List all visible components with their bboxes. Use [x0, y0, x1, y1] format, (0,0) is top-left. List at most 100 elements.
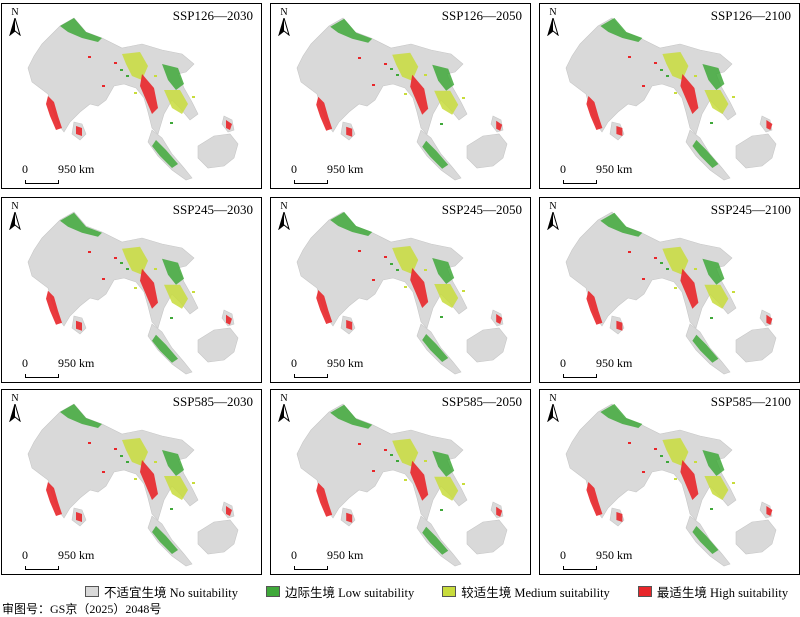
medium-suitability-area: [704, 476, 729, 500]
suitability-speck: [660, 262, 663, 264]
medium-suitability-area: [122, 438, 148, 466]
low-suitability-area: [60, 18, 102, 42]
scale-zero-label: 0: [22, 356, 28, 370]
low-suitability-area: [432, 450, 455, 477]
high-suitability-area: [410, 268, 429, 308]
suitability-speck: [694, 75, 697, 77]
scale-zero-label: 0: [22, 548, 28, 562]
suitability-speck: [384, 256, 387, 258]
north-arrow-shape: [9, 16, 21, 37]
high-suitability-area: [46, 96, 62, 130]
suitability-speck: [642, 278, 645, 280]
suitability-speck: [88, 442, 91, 444]
low-suitability-area: [330, 212, 373, 236]
low-suitability-area: [702, 258, 725, 285]
low-suitability-area: [60, 404, 102, 428]
high-suitability-area: [316, 482, 333, 517]
low-suitability-area: [692, 526, 719, 554]
suitability-speck: [404, 93, 407, 95]
north-arrow-shape: [9, 210, 21, 231]
panel-title: SSP585—2050: [441, 394, 522, 409]
land-borneo: [466, 327, 508, 363]
medium-suitability-area: [122, 246, 148, 275]
scale-bar-line: [294, 180, 328, 184]
north-arrow-icon: N: [547, 8, 559, 37]
legend-label: 不适宜生境 No suitability: [104, 585, 239, 600]
suitability-speck: [102, 471, 105, 473]
medium-suitability-area: [164, 90, 188, 114]
low-suitability-area: [702, 450, 725, 476]
map-panel: SSP245—2030 N 0 950 km: [1, 197, 262, 383]
scale-zero-label: 0: [560, 548, 566, 562]
suitability-speck: [192, 482, 195, 484]
land-borneo: [197, 327, 239, 363]
map-panel: SSP126—2100 N 0 950 km: [539, 3, 800, 189]
scale-zero-label: 0: [560, 356, 566, 370]
suitability-speck: [170, 508, 173, 510]
high-suitability-area: [496, 506, 503, 517]
high-suitability-area: [616, 512, 623, 522]
suitability-speck: [126, 461, 129, 463]
suitability-speck: [396, 269, 399, 271]
high-suitability-area: [46, 482, 62, 516]
suitability-speck: [674, 478, 677, 480]
north-arrow-shape: [278, 210, 290, 231]
scale-bar: 0 950 km: [560, 356, 650, 380]
map-canvas: [296, 17, 508, 181]
land-borneo: [735, 519, 777, 555]
scale-bar-line: [25, 180, 59, 184]
suitability-speck: [390, 68, 393, 70]
scale-zero-label: 0: [22, 162, 28, 176]
suitability-speck: [424, 74, 427, 76]
suitability-speck: [694, 268, 697, 270]
suitability-speck: [192, 96, 195, 98]
suitability-speck: [390, 454, 393, 456]
map-canvas: [27, 17, 239, 181]
suitability-speck: [710, 317, 713, 319]
suitability-speck: [372, 470, 375, 472]
legend-item-medium-suitability: 较适生境 Medium suitability: [442, 582, 610, 601]
high-suitability-area: [316, 290, 333, 324]
high-suitability-area: [226, 120, 232, 130]
north-label: N: [11, 393, 19, 404]
suitability-speck: [358, 57, 361, 59]
scale-bar: 0 950 km: [22, 162, 112, 186]
north-label: N: [280, 7, 288, 18]
legend-label: 最适生境 High suitability: [656, 585, 789, 600]
panel-title: SSP245—2030: [172, 202, 253, 217]
high-suitability-area: [680, 74, 699, 114]
high-suitability-area: [226, 506, 232, 516]
map-canvas: [296, 403, 508, 567]
panel-title: SSP585—2100: [710, 394, 791, 409]
map-panel: SSP585—2030 N 0 950 km: [1, 389, 262, 575]
legend-item-no-suitability: 不适宜生境 No suitability: [85, 582, 238, 601]
suitability-speck: [628, 442, 631, 444]
scale-bar-line: [294, 566, 328, 570]
low-suitability-area: [702, 64, 725, 90]
map-canvas: [27, 211, 239, 375]
high-suitability-area: [496, 120, 503, 131]
medium-suitability-area: [662, 438, 689, 466]
high-suitability-area: [76, 126, 82, 136]
suitability-speck: [390, 263, 393, 265]
high-suitability-area: [346, 126, 353, 137]
suitability-speck: [660, 455, 663, 457]
high-suitability-area: [496, 314, 503, 324]
high-suitability-area: [680, 460, 699, 500]
scale-bar-line: [25, 566, 59, 570]
suitability-speck: [120, 262, 123, 264]
north-label: N: [549, 393, 557, 404]
scale-distance-label: 950 km: [58, 356, 95, 370]
suitability-speck: [396, 460, 399, 462]
medium-suitability-area: [704, 284, 729, 309]
high-suitability-area: [586, 290, 603, 325]
map-approval-number: 审图号：GS京（2025）2048号: [2, 602, 162, 616]
suitability-speck: [154, 268, 157, 270]
north-arrow-icon: N: [9, 202, 21, 231]
suitability-speck: [134, 287, 137, 289]
suitability-speck: [170, 317, 173, 319]
suitability-speck: [462, 97, 465, 99]
suitability-speck: [358, 250, 361, 252]
scale-bar: 0 950 km: [291, 162, 381, 186]
high-suitability-area: [766, 314, 773, 325]
